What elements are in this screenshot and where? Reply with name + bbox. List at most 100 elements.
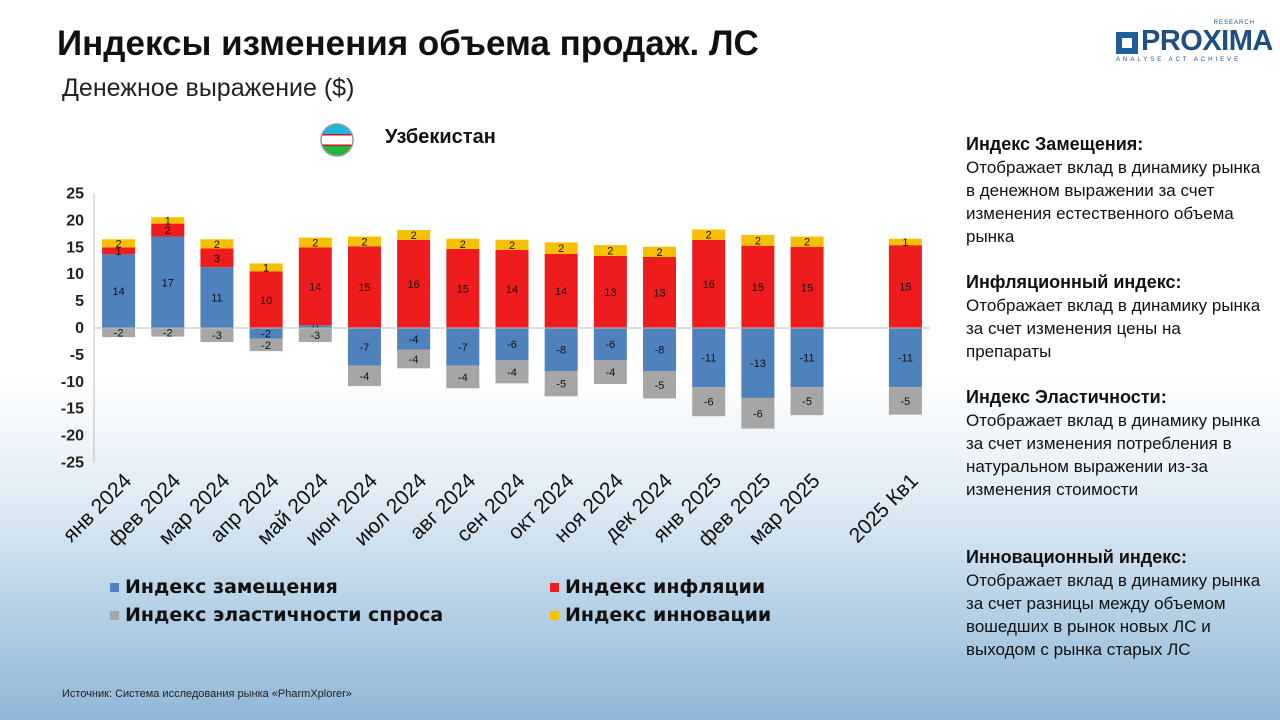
data-label: -7: [458, 342, 468, 354]
data-label: 2: [460, 239, 466, 251]
data-label: -5: [802, 396, 812, 408]
bar-elasticity: [888, 387, 922, 415]
bar-innovation: [790, 236, 824, 247]
bar-innovation: [347, 236, 381, 247]
bar-substitution: [200, 267, 234, 328]
bar-elasticity: [397, 349, 431, 369]
legend-label: Индекс инновации: [565, 604, 772, 626]
data-label: -11: [800, 353, 815, 365]
bar-substitution: [790, 328, 824, 388]
data-label: 1: [902, 237, 908, 249]
data-label: 16: [703, 279, 715, 291]
y-tick-label: -5: [70, 347, 84, 364]
bar-elasticity: [151, 328, 185, 337]
y-tick-label: 10: [66, 266, 84, 283]
bar-substitution: [692, 328, 726, 388]
bar-substitution: [397, 328, 431, 350]
data-label: -5: [655, 380, 665, 392]
bar-substitution: [446, 328, 480, 366]
legend-swatch: [110, 610, 119, 620]
bar-inflation: [790, 246, 824, 328]
bar-inflation: [888, 245, 922, 328]
page-subtitle: Денежное выражение ($): [62, 74, 355, 102]
bar-innovation: [544, 242, 578, 254]
bar-elasticity: [249, 338, 283, 352]
data-label: -8: [556, 345, 566, 357]
data-label: -5: [901, 396, 911, 408]
data-label: -13: [750, 358, 766, 370]
bar-elasticity: [347, 365, 381, 387]
bar-substitution: [151, 236, 185, 328]
bar-substitution: [102, 254, 136, 328]
data-label: -11: [701, 353, 716, 365]
side-heading: Инновационный индекс:: [966, 547, 1187, 567]
legend-swatch: [110, 582, 119, 592]
legend-label: Индекс инфляции: [565, 576, 766, 598]
data-label: 17: [162, 277, 174, 289]
side-heading: Индекс Замещения:: [966, 134, 1144, 154]
data-label: 3: [214, 253, 220, 265]
legend-item-innovation: Индекс инновации: [550, 604, 771, 626]
data-label: 2: [361, 236, 367, 248]
data-label: -2: [261, 328, 271, 340]
bar-innovation: [495, 239, 529, 250]
data-label: 2: [607, 246, 613, 258]
legend-label: Индекс эластичности спроса: [125, 604, 444, 626]
data-label: 15: [752, 282, 764, 294]
legend-item-elasticity: Индекс эластичности спроса: [110, 604, 443, 626]
bar-elasticity: [741, 397, 775, 429]
logo-word: PROXIMA: [1141, 25, 1273, 57]
bar-substitution: [643, 328, 677, 372]
bar-substitution: [495, 328, 529, 361]
data-label: -8: [655, 345, 665, 357]
data-label: -4: [458, 372, 468, 384]
data-label: -2: [261, 340, 271, 352]
data-label: 2: [558, 243, 564, 255]
bar-elasticity: [200, 328, 234, 342]
data-label: -2: [114, 328, 124, 340]
y-tick-label: -15: [61, 401, 84, 418]
data-label: 16: [408, 279, 420, 291]
bar-substitution: [593, 328, 627, 361]
data-label: -4: [409, 334, 419, 346]
bar-innovation: [643, 246, 677, 257]
side-text: Отображает вклад в динамику рынка за сче…: [966, 411, 1261, 499]
bar-innovation: [397, 230, 431, 240]
side-text: Отображает вклад в динамику рынка за сче…: [966, 571, 1261, 659]
bar-inflation: [249, 271, 283, 328]
bar-substitution: [888, 328, 922, 388]
bar-substitution: [298, 325, 332, 328]
logo-tagline: ANALYSE ACT ACHIEVE: [1116, 57, 1242, 63]
bar-inflation: [643, 256, 677, 328]
side-text: Отображает вклад в динамику рынка в дене…: [966, 158, 1261, 246]
bar-elasticity: [544, 371, 578, 397]
source-note: Источник: Система исследования рынка «Ph…: [62, 688, 352, 700]
data-label: 14: [112, 286, 124, 298]
data-label: -4: [507, 367, 517, 379]
data-label: -6: [753, 408, 763, 420]
bar-substitution: [741, 328, 775, 398]
country-label: Узбекистан: [385, 126, 496, 148]
y-tick-label: 15: [66, 239, 84, 256]
data-label: -4: [360, 371, 370, 383]
data-label: 15: [801, 282, 813, 294]
data-label: 14: [506, 284, 518, 296]
bar-elasticity: [643, 371, 677, 399]
data-label: -3: [212, 330, 222, 342]
bar-elasticity: [692, 387, 726, 417]
side-block-inflation: Инфляционный индекс: Отображает вклад в …: [966, 271, 1266, 363]
bar-innovation: [298, 237, 332, 248]
side-block-substitution: Индекс Замещения: Отображает вклад в дин…: [966, 133, 1266, 248]
bar-elasticity: [593, 360, 627, 384]
legend-swatch: [550, 610, 559, 620]
bar-inflation: [347, 246, 381, 328]
data-label: 2: [165, 225, 171, 237]
legend-swatch: [550, 582, 559, 592]
bar-substitution: [544, 328, 578, 372]
data-label: 2: [214, 239, 220, 251]
side-heading: Индекс Эластичности:: [966, 387, 1167, 407]
legend-label: Индекс замещения: [125, 576, 338, 598]
y-tick-label: -10: [61, 374, 84, 391]
y-tick-label: 5: [75, 293, 84, 310]
bar-inflation: [102, 247, 136, 255]
